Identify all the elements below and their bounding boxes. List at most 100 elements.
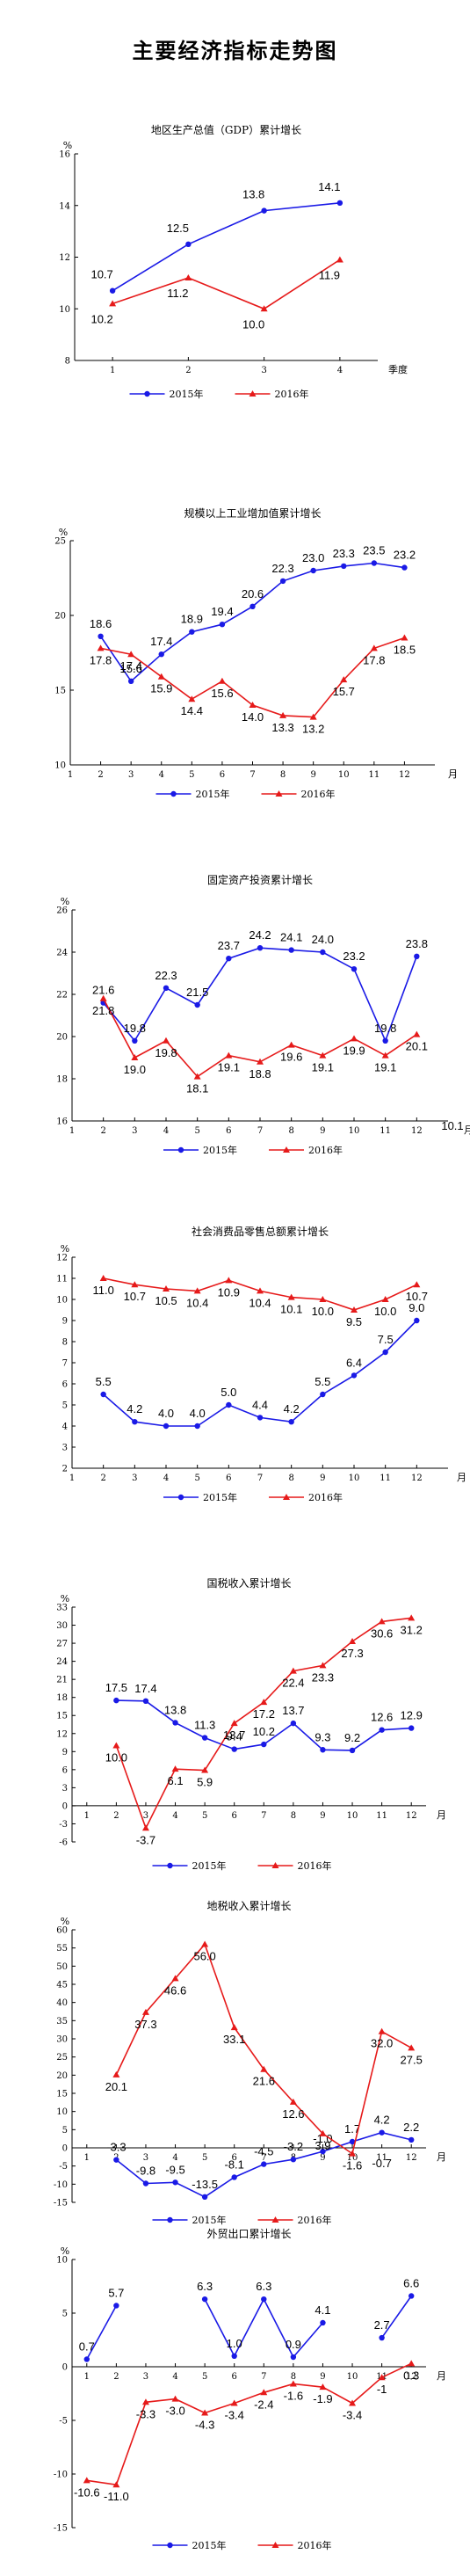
data-point — [188, 695, 196, 702]
x-tick-label: 12 — [406, 2153, 417, 2163]
data-point — [171, 1765, 179, 1772]
data-label: 19.9 — [343, 1044, 365, 1057]
data-point — [260, 305, 268, 312]
data-point — [413, 1281, 421, 1288]
y-unit-label: % — [61, 1243, 69, 1255]
data-label: 19.1 — [218, 1061, 240, 1074]
data-point — [261, 2296, 267, 2303]
y-tick-label: 14 — [59, 201, 70, 211]
data-point — [351, 1035, 358, 1042]
data-label: 10.9 — [218, 1285, 240, 1299]
data-label: 21.6 — [253, 2075, 275, 2088]
y-tick-label: 5 — [62, 2126, 68, 2136]
x-tick-label: 10 — [347, 2153, 358, 2163]
data-point — [172, 1720, 178, 1726]
data-point — [279, 578, 286, 585]
data-label: 12.5 — [167, 222, 189, 235]
data-point — [112, 2481, 120, 2488]
data-point — [201, 1735, 208, 1741]
data-point — [231, 1746, 237, 1752]
data-point — [172, 2179, 178, 2186]
data-point — [382, 1349, 388, 1356]
data-label: 0.7 — [79, 2340, 95, 2353]
data-point — [349, 1638, 357, 1645]
legend-marker — [167, 1862, 173, 1869]
data-point — [289, 2098, 297, 2105]
data-label: 5.7 — [108, 2286, 124, 2299]
data-label: 17.4 — [134, 1682, 156, 1695]
data-point — [231, 2174, 237, 2180]
x-tick-label: 5 — [189, 770, 194, 780]
data-point — [401, 634, 409, 641]
x-tick-label: 1 — [68, 770, 73, 780]
x-tick-label: 2 — [98, 770, 103, 780]
legend-label: 2016年 — [298, 2539, 332, 2551]
data-label: 19.8 — [124, 1022, 146, 1035]
x-tick-label: 3 — [132, 1126, 137, 1136]
x-tick-label: 3 — [128, 770, 134, 780]
data-point — [193, 1287, 201, 1294]
data-point — [349, 2138, 356, 2145]
data-label: 12.6 — [282, 2107, 304, 2121]
data-point — [163, 985, 170, 991]
data-point — [336, 256, 343, 263]
data-label: 11.9 — [319, 268, 340, 281]
data-point — [127, 678, 134, 684]
data-point — [319, 1662, 327, 1669]
data-label: 18.9 — [181, 613, 203, 626]
data-point — [158, 651, 164, 658]
data-point — [409, 2293, 415, 2299]
x-unit-label: 月 — [437, 1809, 446, 1821]
legend-marker — [283, 1494, 290, 1500]
data-point — [132, 1037, 138, 1044]
data-label: 20.1 — [406, 1040, 428, 1053]
y-tick-label: 10 — [59, 305, 70, 315]
y-tick-label: -5 — [59, 2162, 68, 2172]
x-tick-label: 10 — [349, 1474, 360, 1483]
data-point — [112, 2070, 120, 2078]
chart-local-tax: 地税收入累计增长%-15-10-505101520253035404550556… — [54, 1900, 446, 2226]
y-tick-label: 27 — [56, 1640, 68, 1649]
x-tick-label: 5 — [202, 2372, 207, 2382]
x-tick-label: 4 — [172, 2372, 177, 2382]
data-point — [287, 1041, 295, 1048]
data-point — [408, 2044, 416, 2051]
data-point — [320, 2148, 326, 2155]
data-point — [230, 2399, 238, 2406]
y-tick-label: 26 — [56, 906, 68, 916]
chart-title: 固定资产投资累计增长 — [207, 873, 313, 886]
series-line — [112, 202, 340, 292]
x-tick-label: 6 — [220, 770, 225, 780]
data-label: 5.5 — [315, 1375, 330, 1388]
legend-label: 2016年 — [308, 1144, 343, 1156]
x-tick-label: 4 — [337, 366, 343, 375]
x-tick-label: 4 — [163, 1474, 169, 1483]
data-point — [413, 1030, 421, 1037]
data-label: 11.2 — [167, 287, 188, 300]
y-tick-label: 3 — [62, 1444, 68, 1453]
data-point — [98, 633, 104, 639]
data-label: 31.2 — [401, 1623, 423, 1636]
x-tick-label: 6 — [226, 1126, 231, 1136]
y-tick-label: 15 — [56, 2090, 68, 2099]
data-point — [320, 949, 326, 956]
y-tick-label: 10 — [54, 761, 66, 771]
legend-label: 2016年 — [298, 1859, 332, 1872]
data-label: 4.1 — [315, 2303, 330, 2317]
x-tick-label: 6 — [232, 1811, 237, 1821]
x-tick-label: 10 — [349, 1126, 360, 1136]
legend-label: 2016年 — [298, 2214, 332, 2226]
y-tick-label: 20 — [54, 612, 66, 622]
x-tick-label: 9 — [320, 2372, 325, 2382]
data-point — [100, 1391, 106, 1398]
y-tick-label: 9 — [62, 1317, 68, 1327]
series-line — [86, 2296, 412, 2360]
x-tick-label: 9 — [320, 1474, 325, 1483]
y-tick-label: -6 — [59, 1838, 68, 1848]
data-label: 9.5 — [346, 1315, 362, 1328]
x-tick-label: 4 — [172, 1811, 177, 1821]
data-label: 9.2 — [344, 1731, 360, 1744]
data-point — [109, 300, 117, 307]
